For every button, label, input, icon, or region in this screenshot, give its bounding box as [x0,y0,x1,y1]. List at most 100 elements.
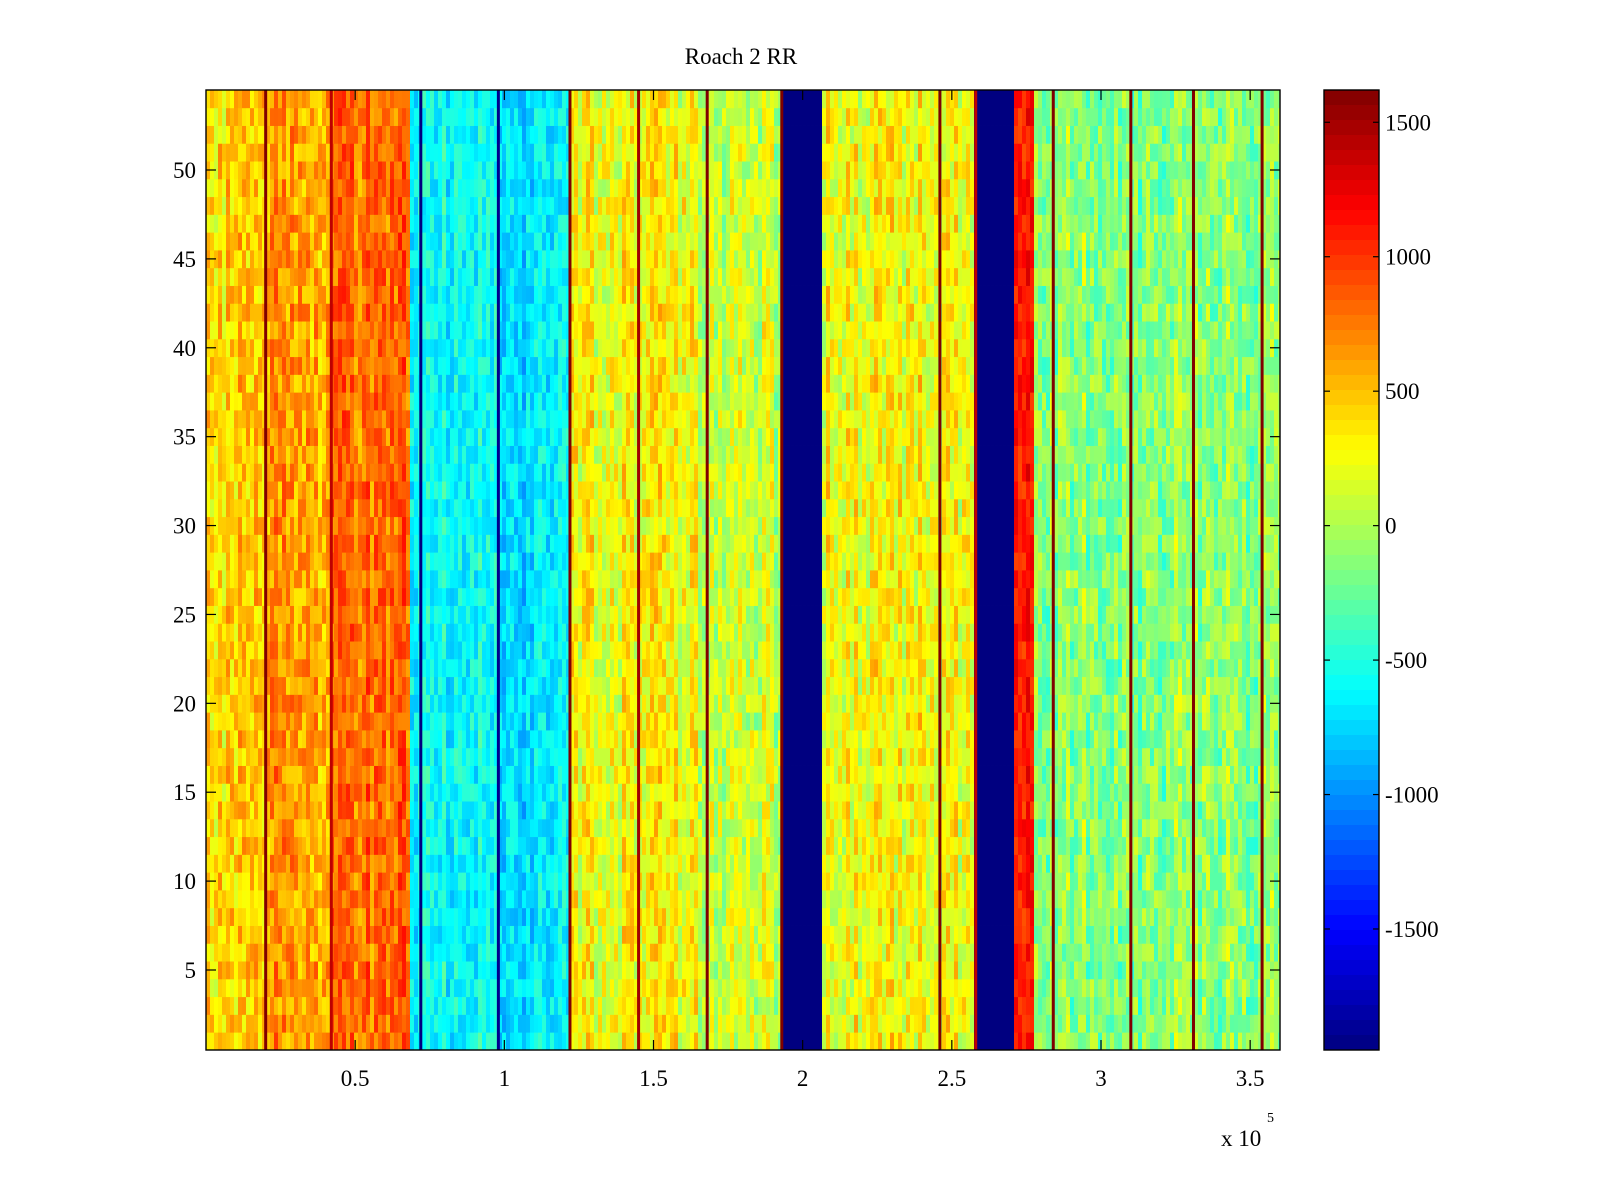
heatmap-cell [570,943,575,962]
heatmap-cell [474,712,479,731]
heatmap-cell [430,765,435,784]
heatmap-cell [278,498,283,518]
heatmap-cell [354,161,359,180]
heatmap-cell [414,498,419,518]
heatmap-cell [226,854,231,873]
heatmap-cell [570,374,575,393]
heatmap-cell [378,481,383,500]
heatmap-cell [562,765,567,784]
heatmap-cell [342,250,347,269]
heatmap-cell [462,907,467,926]
heatmap-cell [346,783,351,802]
heatmap-cell [210,534,215,553]
heatmap-cell [222,250,227,269]
heatmap-cell [490,570,495,589]
heatmap-cell [494,943,499,962]
heatmap-cell [558,534,563,553]
heatmap-cell [570,1032,575,1051]
heatmap-cell [298,712,303,731]
heatmap-cell [366,818,371,838]
heatmap-cell [326,338,331,358]
heatmap-cell [258,712,263,731]
heatmap-cell [266,374,271,393]
heatmap-cell [390,125,395,144]
heatmap-cell [210,907,215,926]
heatmap-cell [362,161,367,180]
heatmap-cell [366,1014,371,1033]
heatmap-cell [478,232,483,251]
heatmap-cell [350,410,355,429]
heatmap-cell [534,196,539,215]
heatmap-cell [526,818,531,838]
heatmap-cell [318,872,323,891]
heatmap-cell [458,143,463,162]
heatmap-cell [430,534,435,553]
heatmap-cell [502,107,507,126]
heatmap-cell [310,783,315,802]
heatmap-cell [322,178,327,198]
heatmap-cell [414,996,419,1015]
heatmap-cell [266,854,271,873]
heatmap-cell [442,943,447,962]
heatmap-cell [382,196,387,215]
heatmap-cell [322,587,327,606]
heatmap-cell [498,321,503,340]
heatmap-cell [482,161,487,180]
heatmap-cell [486,392,491,411]
heatmap-cell [466,623,471,642]
heatmap-cell [446,178,451,198]
heatmap-cell [530,321,535,340]
heatmap-cell [574,552,579,571]
heatmap-cell [222,676,227,695]
heatmap-cell [426,303,431,322]
heatmap-cell [558,481,563,500]
heatmap-cell [362,338,367,358]
heatmap-cell [302,783,307,802]
heatmap-cell [230,587,235,606]
heatmap-cell [362,214,367,233]
heatmap-cell [498,996,503,1015]
heatmap-cell [378,321,383,340]
heatmap-cell [490,392,495,411]
heatmap-cell [398,730,403,749]
heatmap-cell [498,783,503,802]
heatmap-cell [366,374,371,393]
heatmap-cell [206,232,211,251]
heatmap-cell [402,854,407,873]
heatmap-cell [258,765,263,784]
heatmap-cell [390,907,395,926]
heatmap-cell [250,747,255,766]
heatmap-cell [530,641,535,660]
heatmap-cell [546,534,551,553]
heatmap-cell [206,623,211,642]
heatmap-cell [530,90,535,109]
heatmap-cell [510,214,515,233]
heatmap-cell [550,178,555,198]
heatmap-cell [410,214,415,233]
heatmap-cell [310,552,315,571]
heatmap-cell [466,374,471,393]
heatmap-cell [318,907,323,926]
heatmap-cell [346,427,351,446]
heatmap-cell [566,694,571,713]
heatmap-cell [434,641,439,660]
heatmap-cell [338,125,343,144]
heatmap-cell [226,978,231,998]
heatmap-cell [250,712,255,731]
heatmap-cell [354,765,359,784]
heatmap-cell [546,943,551,962]
heatmap-cell [522,925,527,944]
heatmap-cell [362,374,367,393]
heatmap-cell [242,427,247,446]
heatmap-cell [470,890,475,909]
heatmap-cell [238,143,243,162]
heatmap-cell [442,907,447,926]
heatmap-cell [486,321,491,340]
heatmap-cell [342,1032,347,1051]
heatmap-cell [370,125,375,144]
heatmap-cell [322,712,327,731]
heatmap-cell [502,303,507,322]
heatmap-cell [390,481,395,500]
heatmap-cell [514,232,519,251]
heatmap-cell [338,854,343,873]
